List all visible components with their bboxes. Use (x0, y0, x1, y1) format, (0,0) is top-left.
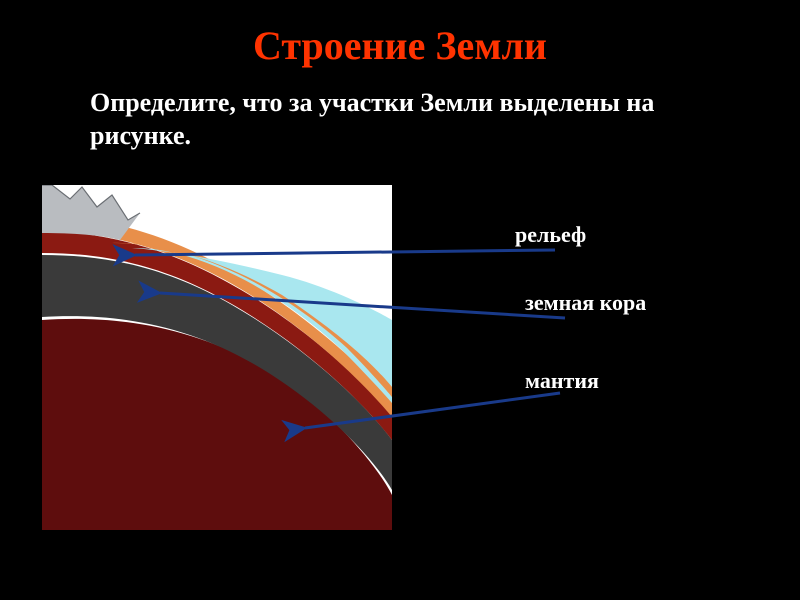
earth-cross-section-diagram (42, 185, 392, 530)
label-crust: земная кора (525, 290, 646, 316)
label-relief: рельеф (515, 222, 586, 248)
label-mantle: мантия (525, 368, 599, 394)
page-title: Строение Земли (0, 0, 800, 69)
diagram-svg (42, 185, 392, 530)
page-subtitle: Определите, что за участки Земли выделен… (0, 69, 800, 152)
